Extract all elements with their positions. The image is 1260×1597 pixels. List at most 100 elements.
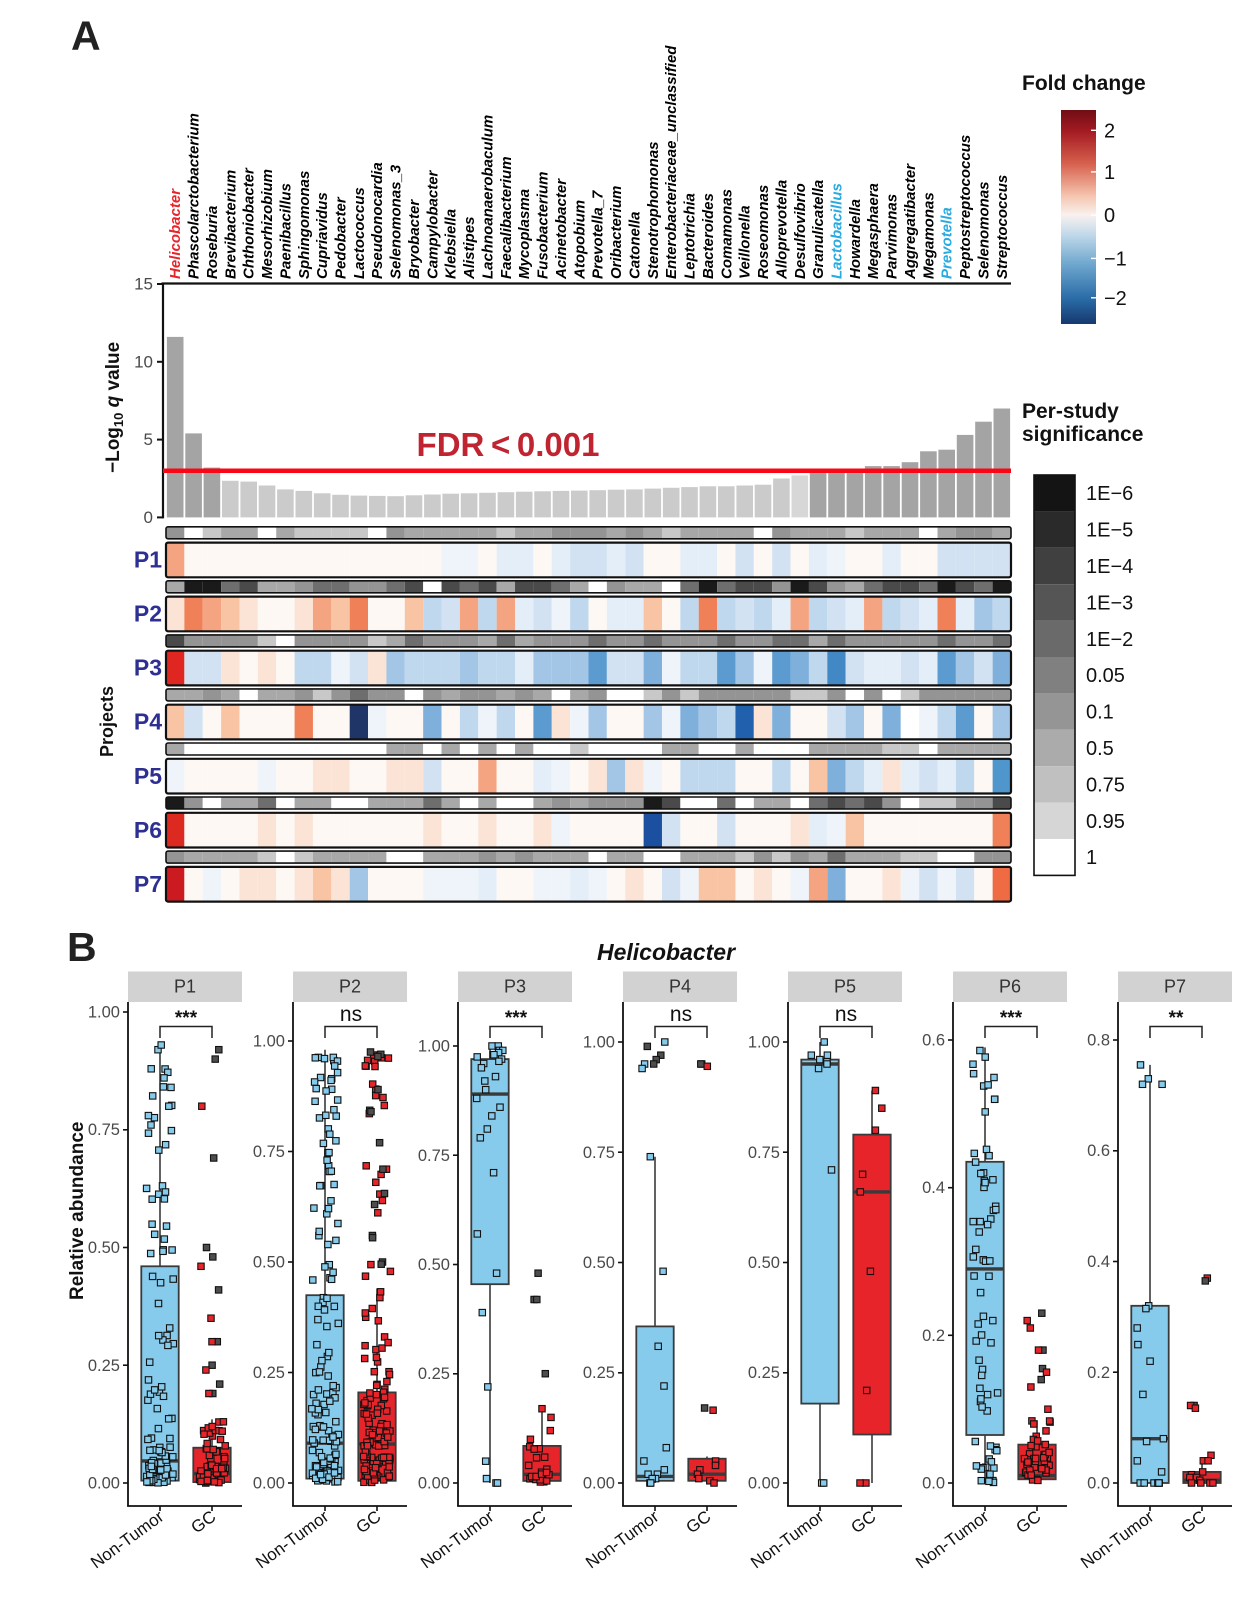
svg-text:significance: significance — [1022, 423, 1143, 446]
svg-text:FDR < 0.001: FDR < 0.001 — [417, 426, 600, 463]
svg-text:0.8: 0.8 — [1087, 1032, 1110, 1050]
svg-text:1E−5: 1E−5 — [1086, 520, 1133, 542]
svg-text:1: 1 — [1086, 847, 1097, 869]
svg-text:P7: P7 — [1164, 977, 1186, 997]
svg-text:10: 10 — [134, 352, 153, 371]
svg-text:P1: P1 — [174, 977, 196, 997]
svg-text:Enterobacteriaceae_unclassifie: Enterobacteriaceae_unclassified — [663, 45, 680, 279]
svg-text:0.00: 0.00 — [253, 1475, 285, 1493]
svg-text:1.00: 1.00 — [418, 1038, 450, 1056]
svg-text:**: ** — [1169, 1008, 1184, 1029]
svg-text:1E−2: 1E−2 — [1086, 629, 1133, 651]
svg-text:Sphingomonas: Sphingomonas — [296, 171, 313, 279]
svg-text:Bryobacter: Bryobacter — [406, 199, 423, 279]
svg-text:A: A — [71, 13, 101, 59]
svg-text:Leptotrichia: Leptotrichia — [682, 193, 699, 279]
svg-text:0.25: 0.25 — [748, 1364, 780, 1382]
svg-text:0.1: 0.1 — [1086, 702, 1114, 724]
svg-text:0.25: 0.25 — [88, 1357, 120, 1375]
svg-text:0.75: 0.75 — [748, 1144, 780, 1162]
svg-text:−1: −1 — [1104, 248, 1127, 270]
svg-text:Granulicatella: Granulicatella — [810, 180, 827, 279]
svg-text:1.00: 1.00 — [88, 1004, 120, 1022]
svg-text:1.00: 1.00 — [748, 1034, 780, 1052]
svg-text:0: 0 — [144, 508, 153, 527]
svg-text:0.50: 0.50 — [88, 1239, 120, 1257]
svg-text:Lactococcus: Lactococcus — [351, 187, 368, 279]
svg-text:Alloprevotella: Alloprevotella — [773, 180, 790, 280]
svg-text:Mycoplasma: Mycoplasma — [516, 189, 533, 279]
svg-text:P3: P3 — [134, 655, 162, 681]
svg-text:0.50: 0.50 — [583, 1254, 615, 1272]
svg-text:0: 0 — [1104, 205, 1115, 227]
svg-text:ns: ns — [340, 1003, 362, 1026]
svg-text:0.05: 0.05 — [1086, 665, 1125, 687]
svg-text:Oribacterium: Oribacterium — [608, 186, 625, 279]
svg-text:Mesorhizobium: Mesorhizobium — [259, 169, 276, 279]
svg-text:−2: −2 — [1104, 288, 1127, 310]
svg-text:Helicobacter: Helicobacter — [597, 939, 736, 965]
svg-text:Fold change: Fold change — [1022, 72, 1146, 95]
svg-text:1.00: 1.00 — [583, 1034, 615, 1052]
svg-text:Per-study: Per-study — [1022, 400, 1119, 423]
svg-text:Howardella: Howardella — [847, 199, 864, 279]
svg-text:Pseudonocardia: Pseudonocardia — [369, 162, 386, 279]
svg-text:Megasphaera: Megasphaera — [865, 183, 882, 279]
svg-text:ns: ns — [670, 1003, 692, 1026]
svg-text:0.0: 0.0 — [922, 1475, 945, 1493]
svg-text:Projects: Projects — [97, 686, 117, 757]
svg-text:Helicobacter: Helicobacter — [167, 188, 184, 279]
svg-text:Alistipes: Alistipes — [461, 216, 478, 280]
svg-text:Roseburia: Roseburia — [204, 206, 221, 279]
svg-text:Paenibacillus: Paenibacillus — [277, 183, 294, 279]
svg-text:P3: P3 — [504, 977, 526, 997]
svg-text:Selenomonas_3: Selenomonas_3 — [388, 164, 405, 279]
svg-text:Faecalibacterium: Faecalibacterium — [498, 156, 515, 279]
svg-text:0.4: 0.4 — [1087, 1253, 1110, 1271]
svg-text:0.95: 0.95 — [1086, 811, 1125, 833]
svg-text:Roseomonas: Roseomonas — [755, 185, 772, 279]
svg-text:Atopobium: Atopobium — [571, 200, 588, 280]
svg-text:Selenomonas: Selenomonas — [975, 181, 992, 279]
svg-text:Acinetobacter: Acinetobacter — [553, 178, 570, 280]
svg-text:0.75: 0.75 — [583, 1144, 615, 1162]
svg-text:Megamonas: Megamonas — [920, 192, 937, 279]
svg-text:1E−4: 1E−4 — [1086, 556, 1133, 578]
svg-text:P5: P5 — [134, 763, 162, 789]
svg-text:P5: P5 — [834, 977, 856, 997]
svg-text:Chthoniobacter: Chthoniobacter — [241, 167, 258, 279]
svg-text:0.50: 0.50 — [253, 1254, 285, 1272]
svg-text:Lactobacillus: Lactobacillus — [829, 183, 846, 279]
svg-text:15: 15 — [134, 275, 153, 294]
svg-text:−Log10 q value: −Log10 q value — [103, 342, 126, 473]
svg-text:Bacteroides: Bacteroides — [700, 193, 717, 279]
svg-text:***: *** — [175, 1008, 198, 1029]
svg-text:ns: ns — [835, 1003, 857, 1026]
svg-text:1E−6: 1E−6 — [1086, 483, 1133, 505]
svg-text:***: *** — [1000, 1008, 1023, 1029]
svg-text:2: 2 — [1104, 120, 1115, 142]
svg-text:Catonella: Catonella — [626, 211, 643, 279]
svg-text:Streptococcus: Streptococcus — [994, 175, 1011, 279]
svg-text:P4: P4 — [134, 709, 162, 735]
svg-text:Pedobacter: Pedobacter — [333, 196, 350, 279]
svg-text:0.25: 0.25 — [583, 1364, 615, 1382]
svg-text:Cupriavidus: Cupriavidus — [314, 192, 331, 279]
svg-text:P6: P6 — [999, 977, 1021, 997]
svg-text:P6: P6 — [134, 817, 162, 843]
svg-text:1: 1 — [1104, 162, 1115, 184]
svg-text:Lachnoanaerobaculum: Lachnoanaerobaculum — [480, 115, 497, 279]
svg-text:Stenotrophomonas: Stenotrophomonas — [645, 142, 662, 280]
svg-text:0.00: 0.00 — [418, 1475, 450, 1493]
svg-text:1.00: 1.00 — [253, 1033, 285, 1051]
svg-text:0.00: 0.00 — [88, 1475, 120, 1493]
svg-text:0.6: 0.6 — [1087, 1142, 1110, 1160]
svg-text:Prevotella_7: Prevotella_7 — [590, 190, 607, 279]
svg-text:0.50: 0.50 — [748, 1254, 780, 1272]
svg-text:Brevibacterium: Brevibacterium — [222, 170, 239, 279]
svg-text:***: *** — [505, 1008, 528, 1029]
svg-text:P7: P7 — [134, 871, 162, 897]
svg-text:Comamonas: Comamonas — [718, 189, 735, 279]
svg-text:0.00: 0.00 — [748, 1475, 780, 1493]
svg-text:0.5: 0.5 — [1086, 738, 1114, 760]
